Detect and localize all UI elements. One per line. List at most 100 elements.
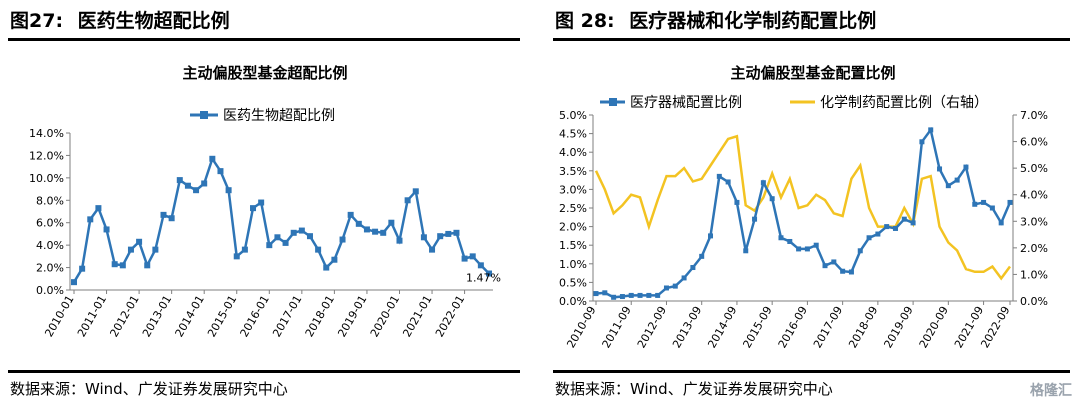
y-right-tick-label: 1.0% (1020, 268, 1048, 281)
data-point (429, 246, 436, 253)
figure-28-bottom-rule (553, 370, 1070, 373)
data-point-medical-devices (725, 179, 731, 185)
y-left-tick-label: 3.0% (559, 183, 587, 196)
figure-27-source: 数据来源：Wind、广发证券发展研究中心 (10, 380, 288, 398)
data-point-medical-devices (972, 201, 978, 207)
data-point-medical-devices (848, 269, 854, 275)
data-point (306, 233, 313, 240)
data-point (282, 239, 289, 246)
y-tick-label: 8.0% (36, 194, 64, 207)
legend-marker (200, 111, 208, 119)
x-tick-label: 2022-01 (433, 293, 467, 339)
data-point-medical-devices (989, 205, 995, 211)
data-point (201, 180, 208, 187)
data-point-medical-devices (690, 265, 696, 271)
data-point-medical-devices (769, 196, 775, 202)
data-point (355, 220, 362, 227)
y-left-tick-label: 1.5% (559, 239, 587, 252)
figure-28-top-rule (553, 38, 1070, 41)
data-point (79, 265, 86, 272)
data-point (168, 215, 175, 222)
data-point-medical-devices (937, 166, 943, 172)
x-tick-label: 2016-01 (238, 293, 272, 339)
figure-27-title: 图27: 医药生物超配比例 (10, 6, 230, 33)
data-point (71, 279, 77, 286)
figure-27-bottom-rule (8, 370, 520, 373)
y-left-tick-label: 2.0% (559, 221, 587, 234)
data-point (233, 253, 240, 260)
data-label-last: 1.47% (466, 272, 501, 285)
data-point-medical-devices (840, 268, 846, 274)
data-point-medical-devices (752, 216, 758, 222)
y-tick-label: 12.0% (29, 149, 64, 162)
data-point (87, 216, 94, 223)
data-point-medical-devices (1007, 199, 1013, 205)
x-tick-label: 2011-09 (600, 304, 634, 350)
figure-27-label: 图27: (10, 10, 64, 32)
y-left-tick-label: 2.5% (559, 202, 587, 215)
data-point-medical-devices (910, 220, 916, 226)
data-point-medical-devices (892, 225, 898, 231)
x-tick-label: 2018-01 (303, 293, 337, 339)
x-tick-label: 2021-01 (400, 293, 434, 339)
y-right-tick-label: 7.0% (1020, 109, 1048, 122)
data-point-medical-devices (743, 248, 749, 254)
data-point (160, 211, 167, 218)
legend-label-2: 化学制药配置比例（右轴） (820, 95, 988, 111)
figure-28-source: 数据来源：Wind、广发证券发展研究中心 (555, 380, 833, 398)
data-point-medical-devices (681, 275, 687, 281)
x-tick-label: 2015-01 (205, 293, 239, 339)
data-point (258, 199, 265, 206)
data-point (461, 255, 468, 262)
x-tick-label: 2013-01 (140, 293, 174, 339)
data-point-medical-devices (963, 164, 969, 170)
data-point (152, 246, 159, 253)
series-line-medical-devices (595, 126, 1012, 299)
data-point-medical-devices (734, 199, 740, 205)
data-point (274, 234, 281, 241)
y-left-tick-label: 5.0% (559, 109, 587, 122)
data-point (136, 238, 143, 245)
y-tick-label: 10.0% (29, 172, 64, 185)
data-point (241, 246, 248, 253)
data-point (144, 262, 151, 269)
legend-label: 医药生物超配比例 (223, 108, 335, 124)
data-point (290, 229, 297, 236)
data-point-medical-devices (760, 180, 766, 186)
y-right-tick-label: 2.0% (1020, 242, 1048, 255)
data-point (347, 211, 354, 218)
watermark-logo: 格隆汇 (1030, 383, 1072, 399)
x-tick-label: 2020-09 (917, 304, 951, 350)
data-point-medical-devices (804, 246, 810, 252)
data-point (486, 270, 492, 277)
data-point-medical-devices (778, 235, 784, 241)
y-right-tick-label: 3.0% (1020, 215, 1048, 228)
series-line-overweight (72, 155, 490, 283)
x-tick-label: 2010-09 (564, 304, 598, 350)
legend-label-1: 医疗器械配置比例 (630, 95, 742, 111)
y-left-tick-label: 4.5% (559, 128, 587, 141)
data-point (250, 205, 257, 212)
data-point (380, 229, 387, 236)
data-point (372, 228, 379, 235)
data-point (445, 230, 452, 237)
data-point-medical-devices (637, 292, 643, 298)
y-left-tick-label: 1.0% (559, 258, 587, 271)
data-point (103, 226, 110, 233)
data-point-medical-devices (901, 216, 907, 222)
data-point (477, 262, 484, 269)
data-point (176, 177, 183, 184)
data-point (209, 155, 216, 162)
figure-28: 图 28: 医疗器械和化学制药配置比例 主动偏股型基金配置比例 医疗器械配置比例 化… (545, 0, 1080, 405)
data-point-medical-devices (954, 177, 960, 183)
y-right-tick-label: 6.0% (1020, 136, 1048, 149)
data-point-medical-devices (884, 224, 890, 230)
data-point-medical-devices (875, 231, 881, 237)
data-point-medical-devices (831, 259, 837, 265)
data-point-medical-devices (716, 173, 722, 179)
data-point-medical-devices (663, 285, 669, 291)
data-point (184, 182, 191, 189)
legend-marker-1 (609, 98, 617, 106)
